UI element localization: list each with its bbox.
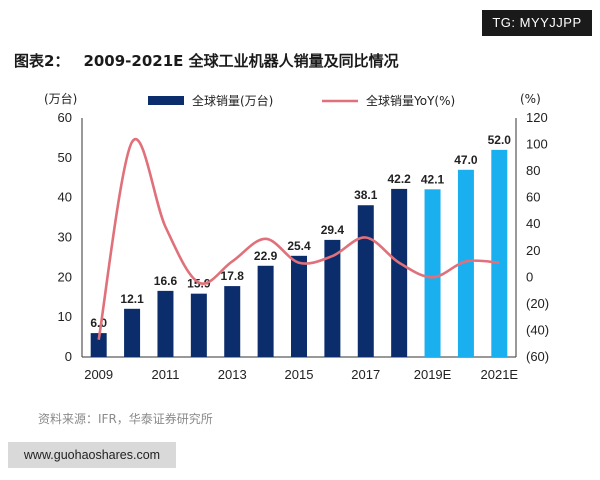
bar — [391, 188, 408, 357]
y-left-tick-label: 30 — [58, 230, 72, 245]
x-tick-label: 2011 — [151, 367, 179, 382]
x-tick-label: 2009 — [84, 367, 113, 382]
bars — [90, 149, 508, 357]
bar-value-label: 42.2 — [387, 172, 411, 186]
bar — [457, 169, 474, 357]
legend-line-label: 全球销量YoY(%) — [366, 93, 455, 108]
legend-bar-swatch — [148, 96, 184, 105]
bar — [257, 265, 274, 357]
x-tick-label: 2021E — [481, 367, 519, 382]
figure-title-text: 2009-2021E 全球工业机器人销量及同比情况 — [83, 52, 399, 70]
y-right-tick-label: 60 — [526, 190, 540, 205]
bar — [357, 205, 374, 357]
y-right-tick-label: 40 — [526, 216, 540, 231]
x-tick-label: 2019E — [414, 367, 452, 382]
y-right-tick-label: 20 — [526, 243, 540, 258]
legend: 全球销量(万台) 全球销量YoY(%) — [148, 93, 455, 108]
bar-value-label: 22.9 — [254, 249, 278, 263]
y-left-tick-label: 0 — [65, 349, 72, 364]
y-left-tick-label: 50 — [58, 150, 72, 165]
bar-value-label: 16.6 — [154, 274, 178, 288]
y-left-tick-label: 60 — [58, 110, 72, 125]
x-tick-label: 2013 — [218, 367, 247, 382]
bar — [324, 239, 341, 357]
y-left-tick-label: 40 — [58, 190, 72, 205]
bar-value-label: 47.0 — [454, 153, 478, 167]
y-left-unit: (万台) — [44, 91, 77, 106]
y-right-tick-label: (60) — [526, 349, 549, 364]
watermark-top: TG: MYYJJPP — [482, 10, 592, 36]
bar-value-label: 25.4 — [287, 239, 311, 253]
yoy-series-line — [97, 137, 500, 340]
y-right-tick-label: (20) — [526, 296, 549, 311]
bar — [157, 290, 174, 357]
figure-label: 图表2： — [14, 52, 70, 70]
bar-value-label: 6.0 — [90, 316, 107, 330]
bar — [291, 255, 307, 357]
bar-value-label: 52.0 — [488, 133, 512, 147]
y-left-tick-label: 10 — [58, 309, 72, 324]
bar-value-label: 42.1 — [421, 172, 445, 186]
y-right-tick-label: 120 — [526, 110, 548, 125]
bar-value-label: 12.1 — [120, 292, 144, 306]
x-tick-label: 2017 — [351, 367, 380, 382]
bar — [124, 308, 141, 357]
y-right-tick-label: 100 — [526, 137, 548, 152]
bar — [491, 149, 508, 357]
bar-value-label: 17.8 — [221, 269, 245, 283]
y-right-tick-label: 0 — [526, 269, 533, 284]
y-left-tick-label: 20 — [58, 269, 72, 284]
bar — [424, 189, 441, 357]
y-right-tick-label: (40) — [526, 322, 549, 337]
bar — [90, 333, 107, 357]
bar-value-label: 38.1 — [354, 188, 378, 202]
source-note: 资料来源：IFR，华泰证券研究所 — [38, 412, 213, 426]
bar — [190, 293, 207, 357]
x-tick-label: 2015 — [285, 367, 314, 382]
ticks: 0 10 20 30 40 50 60 (60) (40) (20) 0 20 40 60 80 100 120… — [44, 91, 549, 382]
bar-value-label: 29.4 — [321, 223, 345, 237]
y-right-tick-label: 80 — [526, 163, 540, 178]
bar — [224, 286, 241, 357]
figure-title: 图表2： 2009-2021E 全球工业机器人销量及同比情况 — [14, 50, 399, 71]
legend-bar-label: 全球销量(万台) — [192, 93, 273, 108]
yoy-line — [97, 137, 500, 340]
y-right-unit: (%) — [520, 92, 541, 106]
watermark-bottom: www.guohaoshares.com — [8, 442, 176, 468]
